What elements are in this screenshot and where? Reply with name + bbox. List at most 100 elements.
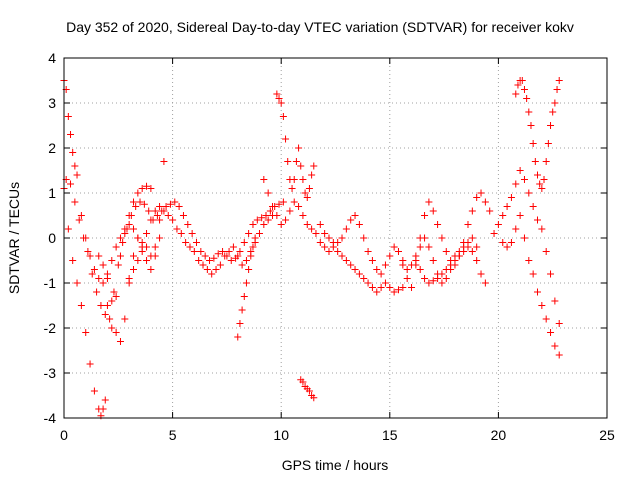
data-point bbox=[377, 270, 385, 278]
data-point bbox=[212, 266, 220, 273]
data-point bbox=[75, 216, 83, 224]
data-point bbox=[399, 261, 407, 269]
data-point bbox=[399, 284, 407, 291]
data-point bbox=[547, 122, 555, 129]
data-point bbox=[547, 329, 555, 336]
data-point bbox=[279, 198, 287, 206]
data-point bbox=[442, 266, 450, 273]
data-point bbox=[260, 221, 268, 228]
data-point bbox=[381, 279, 389, 287]
data-point bbox=[253, 216, 261, 224]
data-point bbox=[394, 286, 402, 294]
data-point bbox=[134, 189, 142, 197]
data-point bbox=[116, 252, 124, 260]
data-point bbox=[542, 315, 550, 323]
data-point bbox=[525, 257, 533, 264]
data-point bbox=[373, 288, 381, 296]
data-point bbox=[132, 203, 140, 210]
data-point bbox=[351, 212, 359, 219]
data-point bbox=[125, 275, 133, 282]
data-point bbox=[173, 225, 181, 233]
data-point bbox=[529, 140, 537, 147]
data-point bbox=[429, 207, 437, 215]
data-point bbox=[438, 279, 446, 287]
y-tick-label: 4 bbox=[48, 50, 56, 66]
data-point bbox=[136, 198, 144, 206]
data-point bbox=[116, 234, 124, 242]
data-point bbox=[73, 279, 81, 287]
data-point bbox=[555, 320, 563, 327]
data-point bbox=[481, 279, 489, 287]
data-point bbox=[434, 221, 442, 228]
data-point bbox=[503, 203, 511, 210]
data-point bbox=[451, 252, 459, 260]
data-point bbox=[95, 275, 103, 282]
series-track-l bbox=[394, 189, 494, 291]
data-point bbox=[316, 221, 324, 228]
data-point bbox=[147, 266, 155, 273]
data-point bbox=[305, 387, 313, 395]
data-point bbox=[188, 230, 196, 237]
data-point bbox=[134, 257, 142, 264]
data-point bbox=[156, 234, 164, 242]
data-point bbox=[77, 212, 85, 219]
series-track-p bbox=[499, 212, 563, 359]
data-point bbox=[160, 207, 168, 215]
data-point bbox=[425, 243, 433, 251]
data-point bbox=[438, 234, 446, 242]
x-tick-label: 20 bbox=[491, 427, 507, 443]
data-point bbox=[438, 270, 446, 278]
data-point bbox=[533, 216, 541, 224]
y-tick-label: -2 bbox=[44, 320, 57, 336]
data-point bbox=[368, 257, 376, 264]
series-track-h bbox=[273, 90, 318, 201]
series-track-o bbox=[512, 77, 563, 192]
y-tick-label: -4 bbox=[44, 410, 57, 426]
data-point bbox=[130, 198, 138, 206]
y-axis-label: SDTVAR / TECUs bbox=[6, 182, 22, 294]
data-point bbox=[542, 248, 550, 255]
data-point bbox=[169, 216, 177, 224]
data-point bbox=[390, 243, 398, 251]
data-point bbox=[143, 243, 151, 251]
data-point bbox=[82, 329, 90, 336]
data-point bbox=[342, 225, 350, 233]
y-tick-label: 0 bbox=[48, 230, 56, 246]
data-points bbox=[60, 77, 563, 420]
data-point bbox=[236, 320, 244, 327]
y-tick-label: 3 bbox=[48, 95, 56, 111]
data-point bbox=[299, 176, 307, 183]
data-point bbox=[99, 279, 107, 287]
data-point bbox=[240, 239, 248, 246]
data-point bbox=[116, 338, 124, 345]
data-point bbox=[69, 149, 77, 156]
data-point bbox=[277, 221, 285, 228]
data-point bbox=[130, 252, 138, 260]
data-point bbox=[514, 81, 522, 89]
data-point bbox=[112, 243, 120, 251]
data-point bbox=[464, 239, 472, 246]
data-point bbox=[549, 108, 557, 116]
data-point bbox=[347, 261, 355, 269]
data-point bbox=[71, 162, 79, 170]
chart-title: Day 352 of 2020, Sidereal Day-to-day VTE… bbox=[66, 19, 574, 35]
series-track-i bbox=[297, 376, 318, 402]
data-point bbox=[334, 248, 342, 255]
data-point bbox=[229, 243, 237, 251]
data-point bbox=[286, 207, 294, 215]
data-point bbox=[186, 243, 194, 251]
data-point bbox=[112, 329, 120, 336]
data-point bbox=[282, 135, 290, 143]
data-point bbox=[310, 394, 318, 402]
x-axis-label: GPS time / hours bbox=[282, 457, 389, 473]
data-point bbox=[507, 239, 515, 246]
data-point bbox=[260, 176, 268, 183]
data-point bbox=[195, 257, 203, 264]
data-point bbox=[551, 99, 559, 107]
data-point bbox=[316, 239, 324, 246]
data-point bbox=[206, 257, 214, 264]
data-point bbox=[112, 293, 120, 300]
data-point bbox=[481, 198, 489, 206]
data-point bbox=[429, 277, 437, 285]
data-point bbox=[412, 257, 420, 264]
